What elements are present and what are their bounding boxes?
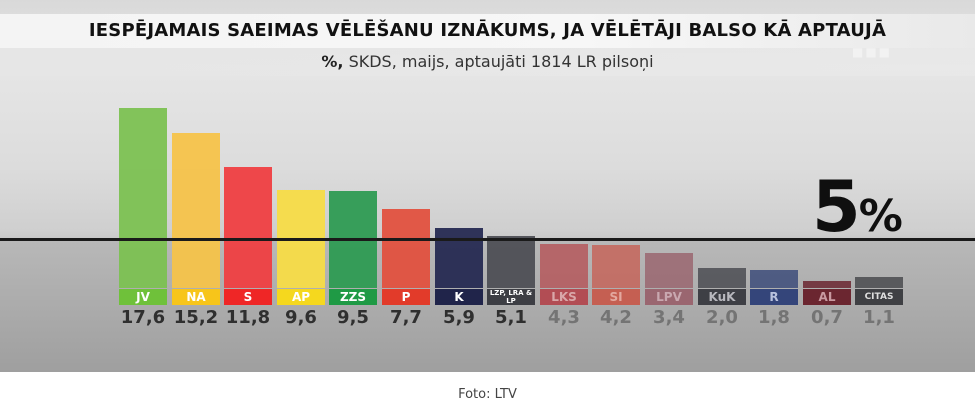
value-label: 5,9 [443,307,475,328]
category-label: AP [277,289,325,305]
bar-lks [540,244,588,288]
category-label: S [224,289,272,305]
category-label: CITAS [855,289,903,305]
category-label: LKS [540,289,588,305]
subtitle-bar: %, SKDS, maijs, aptaujāti 1814 LR pilsoņ… [0,48,975,76]
threshold-line [0,238,975,241]
chart-title: IESPĒJAMAIS SAEIMAS VĒLĒŠANU IZNĀKUMS, J… [88,20,887,41]
category-label: NA [172,289,220,305]
bar-k [435,228,483,288]
bar-lzp-lra-lp [487,236,535,288]
value-label: 4,3 [548,307,580,328]
bar-p [382,209,430,288]
subtitle-unit: %, [321,52,344,71]
category-label: R [750,289,798,305]
bar-lpv [645,253,693,288]
category-label: KuK [698,289,746,305]
bar-jv [119,108,167,288]
bar-na [172,133,220,288]
bar-s [224,167,272,288]
value-label: 1,8 [758,307,790,328]
category-label: SI [592,289,640,305]
footer [0,372,975,405]
category-label: ZZS [329,289,377,305]
threshold-number: 5 [812,166,861,248]
value-label: 9,5 [337,307,369,328]
value-label: 11,8 [225,307,271,328]
category-label: P [382,289,430,305]
category-label: JV [119,289,167,305]
category-label: K [435,289,483,305]
value-label: 1,1 [863,307,895,328]
bar-si [592,245,640,288]
threshold-unit: % [858,191,903,242]
title-bar: IESPĒJAMAIS SAEIMAS VĒLĒŠANU IZNĀKUMS, J… [0,14,975,48]
bar-kuk [698,268,746,288]
value-label: 3,4 [653,307,685,328]
bar-al [803,281,851,288]
value-label: 0,7 [811,307,843,328]
category-label: LPV [645,289,693,305]
bar-r [750,270,798,288]
photo-credit: Foto: LTV [458,387,517,402]
value-label: 5,1 [495,307,527,328]
category-label: LZP, LRA & LP [487,289,535,305]
value-label: 7,7 [390,307,422,328]
threshold-label: 5% [812,172,903,252]
chart-subtitle: %, SKDS, maijs, aptaujāti 1814 LR pilsoņ… [0,48,975,76]
category-label: AL [803,289,851,305]
value-label: 2,0 [706,307,738,328]
value-label: 9,6 [285,307,317,328]
subtitle-source: SKDS, maijs, aptaujāti 1814 LR pilsoņi [343,52,654,71]
value-label: 17,6 [120,307,166,328]
value-label: 15,2 [173,307,219,328]
chart-canvas: IESPĒJAMAIS SAEIMAS VĒLĒŠANU IZNĀKUMS, J… [0,0,975,372]
bar-citas [855,277,903,288]
value-label: 4,2 [600,307,632,328]
